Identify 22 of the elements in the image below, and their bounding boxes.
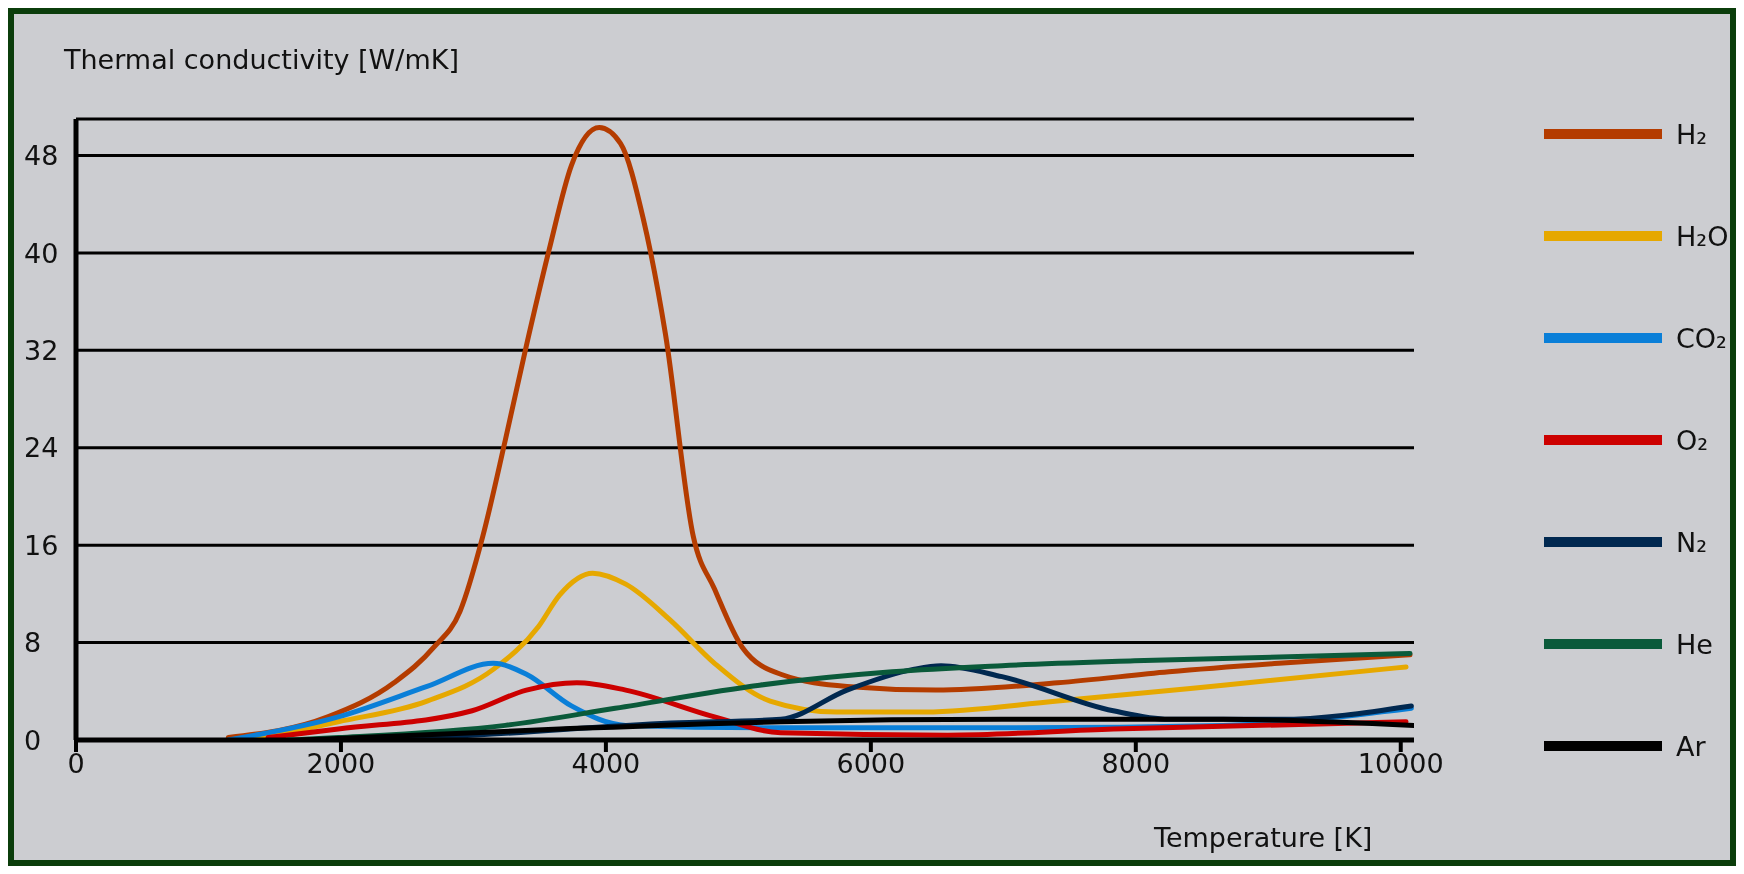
y-tick-label: 32 bbox=[24, 334, 59, 366]
x-tick-label: 0 bbox=[67, 748, 85, 780]
x-tick-label: 10000 bbox=[1357, 748, 1444, 780]
legend-label: CO₂ bbox=[1676, 322, 1727, 354]
y-tick-label: 0 bbox=[24, 724, 42, 756]
y-axis-title: Thermal conductivity [W/mK] bbox=[64, 44, 459, 75]
y-tick-label: 24 bbox=[24, 432, 59, 464]
y-tick-label: 40 bbox=[24, 237, 59, 269]
legend-label: O₂ bbox=[1676, 424, 1709, 456]
y-tick-label: 48 bbox=[24, 140, 59, 172]
legend-label: H₂ bbox=[1676, 118, 1708, 150]
x-tick-label: 4000 bbox=[571, 748, 641, 780]
legend-label: Ar bbox=[1676, 730, 1706, 762]
x-axis-title: Temperature [K] bbox=[1154, 822, 1373, 853]
y-tick-label: 8 bbox=[24, 627, 42, 659]
legend-label: He bbox=[1676, 628, 1713, 660]
x-tick-label: 6000 bbox=[836, 748, 906, 780]
legend-label: H₂O bbox=[1676, 220, 1729, 252]
legend-label: N₂ bbox=[1676, 526, 1708, 558]
x-tick-label: 8000 bbox=[1101, 748, 1171, 780]
x-tick-label: 2000 bbox=[306, 748, 376, 780]
y-tick-label: 16 bbox=[24, 529, 59, 561]
